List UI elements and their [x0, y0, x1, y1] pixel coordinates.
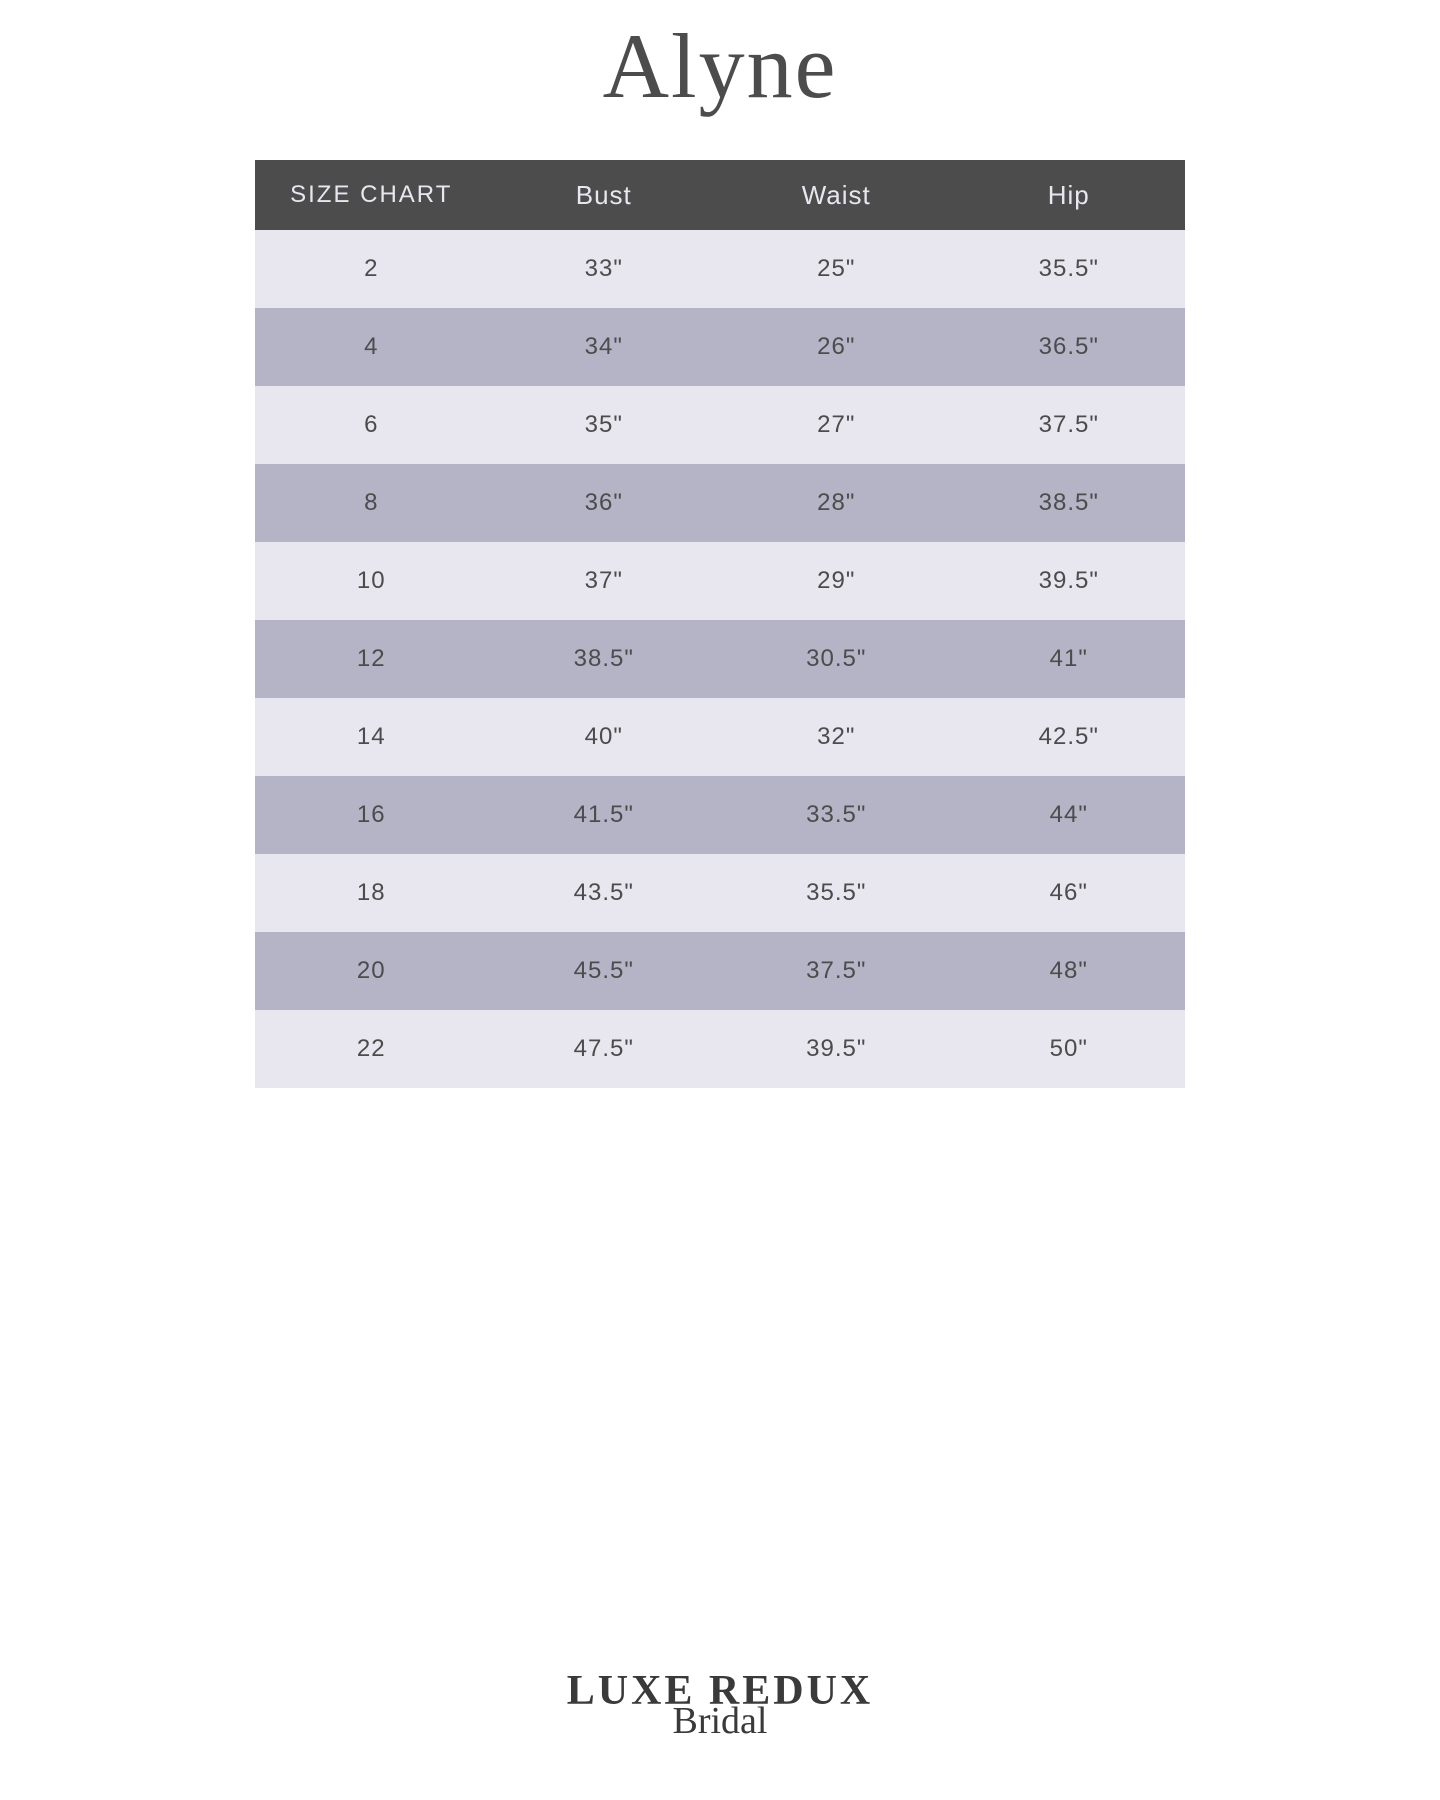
cell-size: 12 [255, 620, 488, 698]
cell-waist: 32" [720, 698, 953, 776]
col-hip: Hip [953, 160, 1186, 230]
cell-bust: 40" [488, 698, 721, 776]
table-row: 6 35" 27" 37.5" [255, 386, 1185, 464]
footer-logo-sub: Bridal [0, 1702, 1440, 1740]
cell-hip: 44" [953, 776, 1186, 854]
table-body: 2 33" 25" 35.5" 4 34" 26" 36.5" 6 35" 27… [255, 230, 1185, 1088]
cell-bust: 45.5" [488, 932, 721, 1010]
cell-hip: 42.5" [953, 698, 1186, 776]
cell-waist: 29" [720, 542, 953, 620]
cell-size: 18 [255, 854, 488, 932]
cell-hip: 50" [953, 1010, 1186, 1088]
table-row: 10 37" 29" 39.5" [255, 542, 1185, 620]
cell-waist: 35.5" [720, 854, 953, 932]
table-row: 2 33" 25" 35.5" [255, 230, 1185, 308]
cell-hip: 38.5" [953, 464, 1186, 542]
brand-title: Alyne [0, 20, 1440, 112]
cell-hip: 41" [953, 620, 1186, 698]
table-row: 12 38.5" 30.5" 41" [255, 620, 1185, 698]
cell-waist: 28" [720, 464, 953, 542]
cell-bust: 35" [488, 386, 721, 464]
col-waist: Waist [720, 160, 953, 230]
cell-hip: 35.5" [953, 230, 1186, 308]
table-row: 18 43.5" 35.5" 46" [255, 854, 1185, 932]
table-header-row: SIZE CHART Bust Waist Hip [255, 160, 1185, 230]
cell-waist: 26" [720, 308, 953, 386]
size-chart-table-wrap: SIZE CHART Bust Waist Hip 2 33" 25" 35.5… [255, 160, 1185, 1088]
cell-waist: 37.5" [720, 932, 953, 1010]
cell-waist: 30.5" [720, 620, 953, 698]
table-row: 22 47.5" 39.5" 50" [255, 1010, 1185, 1088]
table-row: 8 36" 28" 38.5" [255, 464, 1185, 542]
cell-size: 20 [255, 932, 488, 1010]
cell-waist: 33.5" [720, 776, 953, 854]
cell-bust: 34" [488, 308, 721, 386]
table-row: 20 45.5" 37.5" 48" [255, 932, 1185, 1010]
size-chart-table: SIZE CHART Bust Waist Hip 2 33" 25" 35.5… [255, 160, 1185, 1088]
cell-size: 6 [255, 386, 488, 464]
cell-bust: 47.5" [488, 1010, 721, 1088]
cell-size: 10 [255, 542, 488, 620]
cell-bust: 36" [488, 464, 721, 542]
cell-size: 8 [255, 464, 488, 542]
cell-bust: 38.5" [488, 620, 721, 698]
cell-hip: 37.5" [953, 386, 1186, 464]
cell-waist: 27" [720, 386, 953, 464]
cell-hip: 39.5" [953, 542, 1186, 620]
cell-hip: 46" [953, 854, 1186, 932]
page: Alyne SIZE CHART Bust Waist Hip 2 33" 25… [0, 0, 1440, 1800]
cell-bust: 33" [488, 230, 721, 308]
cell-hip: 36.5" [953, 308, 1186, 386]
cell-size: 2 [255, 230, 488, 308]
cell-bust: 41.5" [488, 776, 721, 854]
table-row: 16 41.5" 33.5" 44" [255, 776, 1185, 854]
cell-bust: 43.5" [488, 854, 721, 932]
col-size: SIZE CHART [255, 160, 488, 230]
cell-size: 16 [255, 776, 488, 854]
cell-waist: 39.5" [720, 1010, 953, 1088]
footer-logo: LUXE REDUX Bridal [0, 1670, 1440, 1740]
cell-size: 14 [255, 698, 488, 776]
table-row: 14 40" 32" 42.5" [255, 698, 1185, 776]
cell-hip: 48" [953, 932, 1186, 1010]
col-bust: Bust [488, 160, 721, 230]
cell-waist: 25" [720, 230, 953, 308]
cell-size: 4 [255, 308, 488, 386]
table-row: 4 34" 26" 36.5" [255, 308, 1185, 386]
cell-bust: 37" [488, 542, 721, 620]
cell-size: 22 [255, 1010, 488, 1088]
